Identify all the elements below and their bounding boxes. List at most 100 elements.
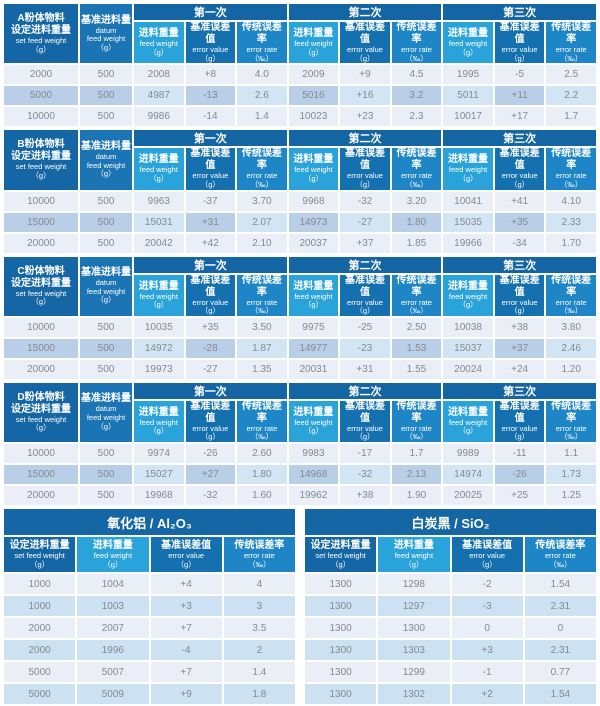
error-value-cell: -3	[451, 596, 523, 616]
feed-weight-cell: 9963	[134, 191, 184, 211]
error-value-column-header: 基准误差值 error value （g）	[494, 274, 545, 316]
error-rate-cell: 3.70	[237, 191, 287, 211]
feed-weight-cell: 9989	[443, 444, 493, 463]
powder-table-a: A粉体物料 设定进料重量 set feed weight （g） 基准进料量 datum f…	[2, 2, 598, 128]
error-rate-column-header: 传统误差率 error rate （‰）	[237, 400, 287, 442]
set-feed-weight-cell: 1300	[305, 640, 377, 660]
error-rate-cell: 2.60	[237, 444, 287, 463]
error-rate-column-header: 传统误差率 error rate （‰）	[391, 400, 442, 442]
feed-weight-column-header: 进料重量 feed weight （g）	[134, 22, 184, 64]
error-rate-cell: 2.46	[546, 338, 596, 358]
error-value-column-header: 基准误差值 error value （g）	[494, 400, 545, 442]
feed-weight-column-header: 进料重量 feed weight （g）	[443, 148, 493, 190]
error-rate-cell: 1.4	[223, 662, 295, 682]
error-rate-cell: 3.2	[391, 86, 442, 106]
feed-weight-cell: 1300	[378, 618, 450, 638]
feed-weight-cell: 14968	[288, 465, 339, 484]
trial-1-header: 第一次	[134, 130, 287, 147]
set-feed-weight-column-header: 设定进料重量 set feed weight （g）	[305, 537, 377, 572]
feed-weight-column-header: 进料重量 feed weight （g）	[288, 148, 339, 190]
error-value-cell: +31	[185, 212, 236, 232]
feed-weight-cell: 19966	[443, 233, 493, 253]
error-value-cell: +37	[494, 338, 545, 358]
error-rate-cell: 4.10	[546, 191, 596, 211]
feed-weight-cell: 15027	[134, 465, 184, 484]
feed-weight-cell: 14973	[288, 212, 339, 232]
error-rate-cell: 1.80	[237, 465, 287, 484]
error-rate-cell: 2.31	[524, 640, 596, 660]
error-value-cell: +7	[150, 662, 222, 682]
error-value-cell: -26	[185, 444, 236, 463]
feed-weight-cell: 1303	[378, 640, 450, 660]
set-feed-weight-cell: 10000	[4, 317, 78, 337]
alumina-table: 氧化铝 / Al₂O₃ 设定进料重量 set feed weight （g） 进料重量 f…	[2, 507, 297, 706]
error-rate-cell: 1.25	[546, 486, 596, 505]
feed-weight-column-header: 进料重量 feed weight （g）	[134, 274, 184, 316]
set-feed-weight-cell: 1000	[4, 596, 76, 616]
feed-weight-cell: 14974	[443, 465, 493, 484]
feed-weight-cell: 9986	[134, 107, 184, 127]
error-rate-cell: 1.54	[524, 684, 596, 704]
error-value-cell: -32	[340, 465, 390, 484]
error-rate-cell: 2.33	[546, 212, 596, 232]
feed-weight-cell: 1297	[378, 596, 450, 616]
set-feed-weight-cell: 2000	[4, 65, 78, 85]
error-value-cell: -11	[494, 444, 545, 463]
error-rate-cell: 4.5	[391, 65, 442, 85]
set-feed-weight-cell: 20000	[4, 486, 78, 505]
error-rate-cell: 1.8	[223, 684, 295, 704]
error-value-column-header: 基准误差值 error value （g）	[340, 400, 390, 442]
set-feed-weight-cell: 2000	[4, 640, 76, 660]
error-value-column-header: 基准误差值 error value （g）	[340, 274, 390, 316]
error-rate-cell: 1.85	[391, 233, 442, 253]
set-feed-weight-cell: 20000	[4, 233, 78, 253]
error-rate-cell: 1.4	[237, 107, 287, 127]
datum-feed-weight-header: 基准进料量 datum feed weight （g）	[80, 130, 132, 190]
feed-weight-cell: 1302	[378, 684, 450, 704]
error-value-column-header: 基准误差值 error value （g）	[340, 148, 390, 190]
set-feed-weight-header: B粉体物料 设定进料重量 set feed weight （g）	[4, 130, 78, 190]
error-rate-cell: 0.77	[524, 662, 596, 682]
set-feed-weight-header: A粉体物料 设定进料重量 set feed weight （g）	[4, 4, 78, 64]
error-value-column-header: 基准误差值 error value （g）	[185, 400, 236, 442]
error-rate-cell: 2	[223, 640, 295, 660]
feed-weight-cell: 14977	[288, 338, 339, 358]
set-feed-weight-cell: 10000	[4, 107, 78, 127]
trial-3-header: 第三次	[443, 130, 596, 147]
feed-weight-cell: 5009	[77, 684, 149, 704]
error-value-cell: -27	[340, 212, 390, 232]
feed-weight-cell: 5011	[443, 86, 493, 106]
error-rate-cell: 4.0	[237, 65, 287, 85]
error-value-cell: +16	[340, 86, 390, 106]
feed-weight-cell: 10023	[288, 107, 339, 127]
error-value-cell: +9	[340, 65, 390, 85]
set-feed-weight-cell: 5000	[4, 684, 76, 704]
error-rate-column-header: 传统误差率 error rate （‰）	[391, 148, 442, 190]
error-value-cell: -1	[451, 662, 523, 682]
error-value-cell: +11	[494, 86, 545, 106]
feed-weight-column-header: 进料重量 feed weight （g）	[443, 400, 493, 442]
feed-weight-column-header: 进料重量 feed weight （g）	[134, 148, 184, 190]
error-rate-cell: 2.2	[546, 86, 596, 106]
error-value-cell: +27	[185, 465, 236, 484]
error-value-cell: -26	[494, 465, 545, 484]
error-value-cell: -17	[340, 444, 390, 463]
error-rate-column-header: 传统误差率 error rate （‰）	[237, 22, 287, 64]
set-feed-weight-cell: 2000	[4, 618, 76, 638]
powder-table-c: C粉体物料 设定进料重量 set feed weight （g） 基准进料量 datum f…	[2, 255, 598, 381]
set-feed-weight-cell: 5000	[4, 86, 78, 106]
datum-feed-weight-cell: 500	[80, 86, 132, 106]
feed-weight-cell: 9983	[288, 444, 339, 463]
feed-weight-column-header: 进料重量 feed weight （g）	[77, 537, 149, 572]
datum-feed-weight-cell: 500	[80, 65, 132, 85]
trial-3-header: 第三次	[443, 382, 596, 399]
feed-weight-cell: 10017	[443, 107, 493, 127]
feed-weight-cell: 20042	[134, 233, 184, 253]
datum-feed-weight-cell: 500	[80, 191, 132, 211]
error-value-cell: +9	[150, 684, 222, 704]
feed-weight-column-header: 进料重量 feed weight （g）	[288, 274, 339, 316]
error-value-cell: +24	[494, 359, 545, 379]
error-rate-column-header: 传统误差率 error rate （‰）	[391, 22, 442, 64]
trial-2-header: 第二次	[288, 130, 442, 147]
error-value-cell: +4	[150, 574, 222, 594]
